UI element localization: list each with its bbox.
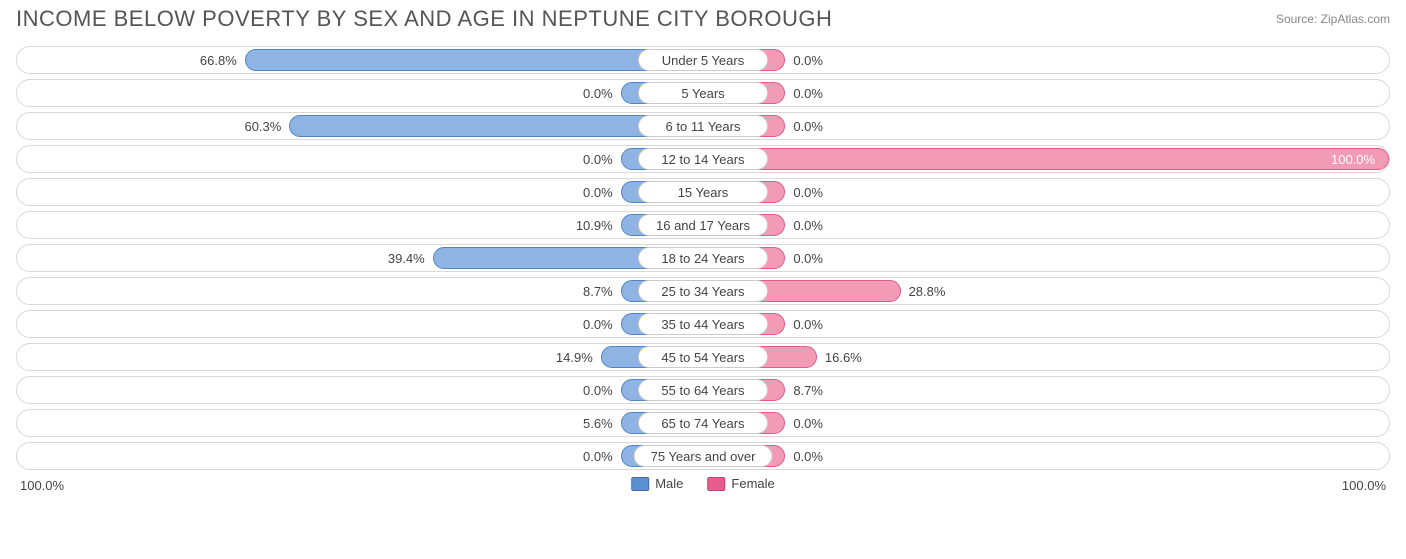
female-value-label: 0.0% (793, 113, 823, 139)
category-pill: 65 to 74 Years (638, 412, 768, 434)
source-attribution: Source: ZipAtlas.com (1276, 12, 1390, 26)
category-pill: 18 to 24 Years (638, 247, 768, 269)
chart-footer: 100.0% Male Female 100.0% (16, 476, 1390, 500)
female-value-label: 16.6% (825, 344, 862, 370)
data-row: 0.0% 8.7% 55 to 64 Years (16, 376, 1390, 404)
female-value-label: 0.0% (793, 47, 823, 73)
category-pill: 35 to 44 Years (638, 313, 768, 335)
category-pill: 45 to 54 Years (638, 346, 768, 368)
chart-rows: 66.8% 0.0% Under 5 Years 0.0% 0.0% 5 Years 60.… (16, 46, 1390, 470)
female-value-label: 8.7% (793, 377, 823, 403)
male-value-label: 0.0% (583, 179, 613, 205)
data-row: 66.8% 0.0% Under 5 Years (16, 46, 1390, 74)
female-value-label: 0.0% (793, 311, 823, 337)
data-row: 0.0% 0.0% 15 Years (16, 178, 1390, 206)
male-value-label: 0.0% (583, 377, 613, 403)
male-value-label: 14.9% (556, 344, 593, 370)
male-value-label: 0.0% (583, 443, 613, 469)
female-value-label: 0.0% (793, 179, 823, 205)
male-value-label: 39.4% (388, 245, 425, 271)
category-pill: Under 5 Years (638, 49, 768, 71)
data-row: 0.0% 0.0% 75 Years and over (16, 442, 1390, 470)
category-pill: 75 Years and over (634, 445, 773, 467)
category-pill: 5 Years (638, 82, 768, 104)
female-bar (703, 148, 1389, 170)
data-row: 60.3% 0.0% 6 to 11 Years (16, 112, 1390, 140)
female-value-label: 0.0% (793, 410, 823, 436)
chart-header: INCOME BELOW POVERTY BY SEX AND AGE IN N… (16, 6, 1390, 32)
data-row: 0.0% 0.0% 35 to 44 Years (16, 310, 1390, 338)
category-pill: 6 to 11 Years (638, 115, 768, 137)
chart-title: INCOME BELOW POVERTY BY SEX AND AGE IN N… (16, 6, 832, 32)
data-row: 0.0% 100.0% 12 to 14 Years (16, 145, 1390, 173)
data-row: 5.6% 0.0% 65 to 74 Years (16, 409, 1390, 437)
female-value-label: 100.0% (1331, 146, 1375, 172)
female-value-label: 0.0% (793, 245, 823, 271)
data-row: 8.7% 28.8% 25 to 34 Years (16, 277, 1390, 305)
legend-item-female: Female (707, 476, 774, 491)
data-row: 10.9% 0.0% 16 and 17 Years (16, 211, 1390, 239)
male-value-label: 0.0% (583, 311, 613, 337)
category-pill: 16 and 17 Years (638, 214, 768, 236)
male-value-label: 66.8% (200, 47, 237, 73)
legend: Male Female (631, 476, 775, 491)
axis-max-left: 100.0% (20, 478, 64, 493)
legend-item-male: Male (631, 476, 683, 491)
male-bar (245, 49, 703, 71)
chart-container: INCOME BELOW POVERTY BY SEX AND AGE IN N… (0, 0, 1406, 559)
data-row: 39.4% 0.0% 18 to 24 Years (16, 244, 1390, 272)
male-value-label: 0.0% (583, 146, 613, 172)
swatch-female (707, 477, 725, 491)
male-value-label: 8.7% (583, 278, 613, 304)
category-pill: 55 to 64 Years (638, 379, 768, 401)
legend-label-male: Male (655, 476, 683, 491)
category-pill: 15 Years (638, 181, 768, 203)
category-pill: 25 to 34 Years (638, 280, 768, 302)
category-pill: 12 to 14 Years (638, 148, 768, 170)
male-value-label: 0.0% (583, 80, 613, 106)
axis-max-right: 100.0% (1342, 478, 1386, 493)
swatch-male (631, 477, 649, 491)
female-value-label: 0.0% (793, 212, 823, 238)
female-value-label: 0.0% (793, 80, 823, 106)
male-value-label: 60.3% (244, 113, 281, 139)
female-value-label: 28.8% (909, 278, 946, 304)
data-row: 0.0% 0.0% 5 Years (16, 79, 1390, 107)
data-row: 14.9% 16.6% 45 to 54 Years (16, 343, 1390, 371)
female-value-label: 0.0% (793, 443, 823, 469)
male-value-label: 10.9% (576, 212, 613, 238)
legend-label-female: Female (731, 476, 774, 491)
male-value-label: 5.6% (583, 410, 613, 436)
